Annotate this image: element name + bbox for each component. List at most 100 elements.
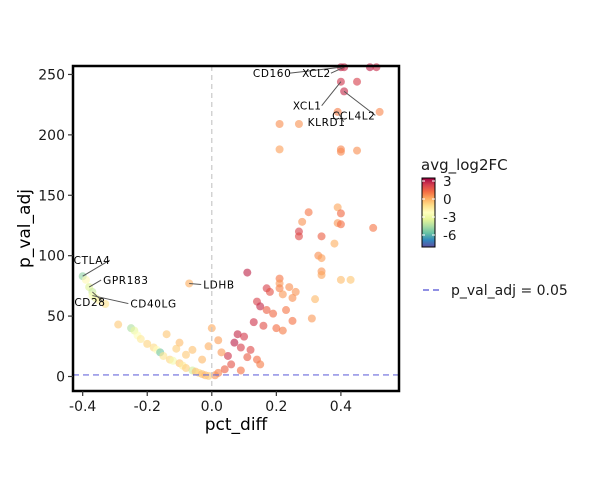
data-point — [330, 239, 339, 248]
data-point — [278, 326, 287, 335]
data-point — [336, 209, 345, 218]
data-point — [311, 295, 320, 304]
data-point — [346, 275, 355, 284]
data-point — [136, 335, 145, 344]
annotation-leader — [330, 66, 345, 74]
x-tick-label: 0.4 — [330, 399, 352, 415]
threshold-legend: p_val_adj = 0.05 — [423, 283, 568, 299]
data-point — [81, 275, 90, 284]
data-point — [288, 293, 297, 302]
data-point — [336, 275, 345, 284]
color-legend-ticks: 3 0 -3 -6 — [422, 174, 456, 244]
y-tick-label: 200 — [38, 128, 65, 144]
data-point — [159, 351, 168, 360]
data-point — [143, 339, 152, 348]
data-point — [236, 343, 245, 352]
legend-tick-label: 0 — [443, 192, 452, 208]
data-point — [307, 314, 316, 323]
annotation-leader — [343, 90, 376, 116]
annotation-leader — [288, 66, 341, 74]
data-point — [369, 223, 378, 232]
y-axis-title: p_val_adj — [15, 189, 35, 268]
data-point — [288, 316, 297, 325]
data-point — [227, 360, 236, 369]
x-tick-label: 0.0 — [201, 399, 223, 415]
data-point — [375, 107, 384, 116]
color-legend-title: avg_log2FC — [421, 156, 508, 175]
y-tick-label: 50 — [47, 309, 65, 325]
data-point — [230, 338, 239, 347]
legend-tick-label: 3 — [443, 174, 452, 190]
data-point — [336, 220, 345, 229]
data-point — [94, 296, 103, 305]
data-point — [304, 208, 313, 217]
data-point — [278, 290, 287, 299]
x-tick-label: -0.2 — [134, 399, 161, 415]
data-point — [233, 330, 242, 339]
gene-label: CD28 — [74, 297, 105, 309]
data-point — [172, 344, 181, 353]
annotation-leader — [189, 282, 202, 285]
y-tick-label: 150 — [38, 188, 65, 204]
threshold-legend-label: p_val_adj = 0.05 — [451, 283, 568, 299]
axes: -0.4 -0.2 0.0 0.2 0.4 0 50 100 150 200 250 — [38, 67, 352, 415]
data-point — [265, 287, 274, 296]
data-point — [298, 217, 307, 226]
data-point — [353, 146, 362, 155]
data-point — [291, 287, 300, 296]
data-point — [249, 318, 258, 327]
annotation-leader — [92, 295, 129, 305]
data-point — [294, 119, 303, 128]
color-legend: avg_log2FC 3 0 -3 -6 — [421, 156, 508, 248]
data-point — [198, 355, 207, 364]
data-point — [275, 284, 284, 293]
gene-label: XCL1 — [293, 101, 322, 113]
data-point — [336, 147, 345, 156]
data-point — [236, 366, 245, 375]
data-point — [317, 254, 326, 263]
data-point — [262, 306, 271, 315]
gene-label: XCL2 — [302, 68, 331, 80]
gene-label: CCL4L2 — [332, 110, 375, 122]
data-point — [114, 320, 123, 329]
data-point — [181, 350, 190, 359]
gene-label: KLRD1 — [308, 117, 346, 129]
data-point — [101, 300, 110, 309]
data-point — [204, 342, 213, 351]
data-point — [175, 338, 184, 347]
gene-label: CD40LG — [130, 299, 176, 311]
x-axis-title: pct_diff — [205, 415, 269, 435]
annotation-leader — [82, 259, 110, 277]
color-legend-bar — [421, 177, 436, 248]
legend-tick-label: -6 — [443, 228, 456, 244]
data-point — [162, 330, 171, 339]
data-point — [217, 348, 226, 357]
data-point — [272, 324, 281, 333]
data-point — [188, 345, 197, 354]
data-point — [282, 306, 291, 315]
x-tick-label: 0.2 — [265, 399, 287, 415]
y-tick-label: 250 — [38, 67, 65, 83]
data-point — [333, 203, 342, 212]
data-point — [204, 371, 213, 380]
data-point — [220, 365, 229, 374]
data-point — [169, 356, 178, 365]
data-point — [256, 302, 265, 311]
y-tick-label: 100 — [38, 249, 65, 265]
data-point — [317, 232, 326, 241]
data-point — [243, 268, 252, 277]
legend-tick-label: -3 — [443, 210, 456, 226]
data-point — [259, 321, 268, 330]
data-point — [223, 351, 232, 360]
gene-label: CTLA4 — [74, 255, 111, 267]
data-point — [275, 145, 284, 154]
annotation-leader — [337, 111, 345, 123]
data-point — [240, 332, 249, 341]
data-point — [214, 336, 223, 345]
gene-label: GPR183 — [103, 275, 148, 287]
annotation-leader — [321, 81, 342, 107]
data-point — [353, 77, 362, 86]
gene-label: LDHB — [203, 279, 234, 291]
